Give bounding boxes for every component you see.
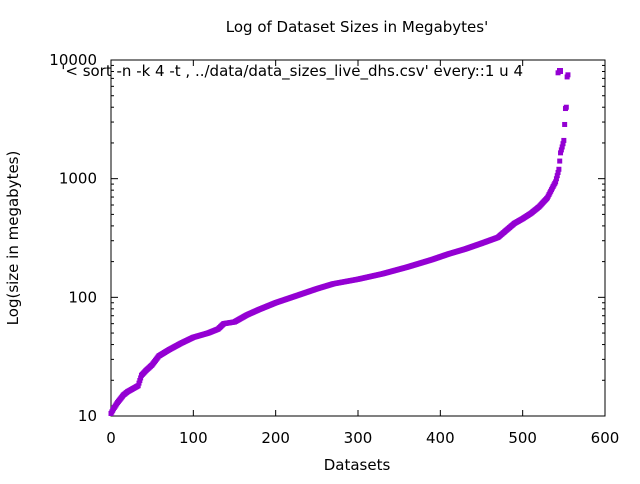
data-point [554, 173, 560, 179]
data-point [556, 166, 562, 172]
plot-border [110, 59, 606, 417]
y-tick-label: 10000 [49, 51, 97, 69]
x-axis-label: Datasets [324, 456, 391, 474]
data-point [555, 169, 561, 175]
data-point [560, 141, 566, 147]
data-point [559, 144, 565, 150]
data-point [553, 176, 559, 182]
x-tick-label: 0 [106, 429, 116, 447]
data-point [557, 158, 563, 164]
data-point [136, 380, 142, 386]
y-axis-ticks: 10 100 1000 10000 [49, 51, 605, 425]
data-point [562, 121, 568, 127]
chart-title: Log of Dataset Sizes in Megabytes' [226, 18, 488, 36]
data-point [135, 383, 141, 389]
data-point [558, 147, 564, 153]
x-axis-ticks: 0 100 200 300 400 500 600 [106, 60, 619, 447]
data-point [138, 375, 144, 381]
y-axis-label: Log(size in megabytes) [4, 151, 22, 326]
x-tick-label: 600 [591, 429, 620, 447]
x-tick-label: 200 [261, 429, 290, 447]
x-tick-label: 300 [344, 429, 373, 447]
data-point [565, 72, 571, 78]
data-point [558, 150, 564, 156]
y-tick-label: 10 [78, 407, 97, 425]
x-tick-label: 100 [179, 429, 208, 447]
legend-label: '< sort -n -k 4 -t , ../data/data_sizes_… [61, 62, 523, 81]
data-points [108, 70, 571, 416]
x-tick-label: 400 [426, 429, 455, 447]
y-tick-label: 1000 [59, 170, 97, 188]
data-point [553, 179, 559, 185]
data-point [137, 378, 143, 384]
x-tick-label: 500 [508, 429, 537, 447]
data-point [555, 70, 561, 76]
y-tick-label: 100 [68, 288, 97, 306]
data-point [561, 137, 567, 143]
data-point [563, 104, 569, 110]
